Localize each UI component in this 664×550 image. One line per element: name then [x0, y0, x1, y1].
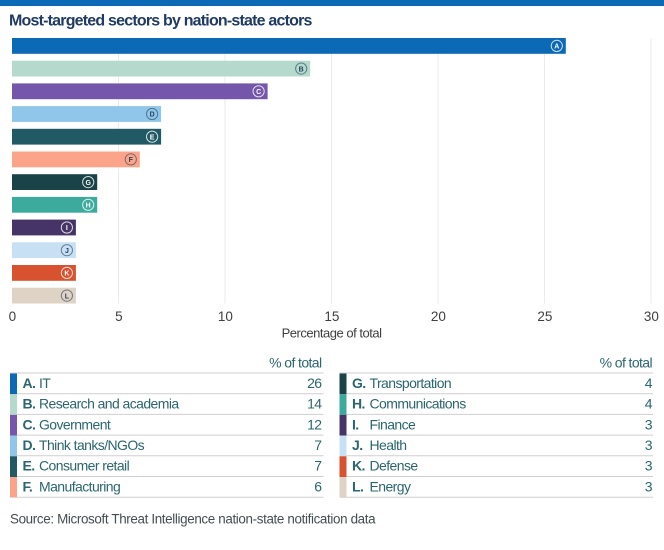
svg-text:4: 4	[645, 375, 653, 391]
svg-text:C.: C.	[23, 416, 36, 432]
svg-text:Percentage of total: Percentage of total	[282, 325, 383, 340]
svg-text:K: K	[64, 271, 69, 278]
svg-text:26: 26	[307, 375, 322, 391]
svg-text:4: 4	[645, 396, 653, 412]
svg-text:A: A	[554, 44, 559, 51]
svg-text:Most-targeted sectors by natio: Most-targeted sectors by nation-state ac…	[9, 13, 313, 30]
svg-text:L.: L.	[352, 478, 363, 494]
svg-text:Communications: Communications	[370, 396, 467, 412]
svg-text:Consumer retail: Consumer retail	[39, 458, 130, 474]
svg-text:J.: J.	[352, 437, 363, 453]
svg-text:% of total: % of total	[269, 355, 322, 371]
svg-text:3: 3	[645, 416, 653, 432]
svg-text:I: I	[66, 225, 68, 232]
svg-text:Think tanks/NGOs: Think tanks/NGOs	[39, 437, 145, 453]
svg-text:E.: E.	[23, 458, 35, 474]
svg-text:B: B	[299, 66, 304, 73]
svg-text:3: 3	[645, 458, 653, 474]
svg-text:L: L	[65, 293, 70, 300]
svg-text:G: G	[85, 180, 91, 187]
svg-text:C: C	[256, 89, 261, 96]
svg-text:% of total: % of total	[600, 355, 653, 371]
svg-text:Government: Government	[39, 416, 111, 432]
svg-text:20: 20	[431, 309, 446, 324]
svg-text:7: 7	[314, 458, 322, 474]
svg-text:3: 3	[645, 437, 653, 453]
svg-text:Finance: Finance	[370, 416, 417, 432]
svg-text:G.: G.	[352, 375, 366, 391]
svg-text:14: 14	[307, 396, 322, 412]
svg-text:Health: Health	[370, 437, 407, 453]
svg-text:F: F	[129, 157, 134, 164]
svg-text:B.: B.	[23, 396, 36, 412]
svg-text:Manufacturing: Manufacturing	[39, 478, 120, 494]
svg-text:D: D	[150, 112, 155, 119]
svg-text:K.: K.	[352, 458, 365, 474]
svg-text:12: 12	[307, 416, 322, 432]
svg-text:H.: H.	[352, 396, 365, 412]
svg-text:J: J	[65, 248, 69, 255]
svg-text:D.: D.	[23, 437, 36, 453]
svg-text:Defense: Defense	[370, 458, 419, 474]
svg-text:Transportation: Transportation	[370, 375, 452, 391]
svg-text:25: 25	[537, 309, 552, 324]
svg-text:IT: IT	[39, 375, 51, 391]
svg-text:Source: Microsoft Threat Intel: Source: Microsoft Threat Intelligence na…	[10, 512, 376, 527]
svg-text:Energy: Energy	[370, 478, 411, 494]
svg-text:0: 0	[9, 309, 17, 324]
svg-text:15: 15	[324, 309, 339, 324]
svg-text:10: 10	[218, 309, 233, 324]
svg-text:Research and academia: Research and academia	[39, 396, 179, 412]
svg-text:30: 30	[644, 309, 659, 324]
svg-text:A.: A.	[23, 375, 36, 391]
svg-text:F.: F.	[23, 478, 33, 494]
svg-text:6: 6	[314, 478, 322, 494]
svg-text:I.: I.	[352, 416, 359, 432]
svg-text:H: H	[86, 203, 91, 210]
svg-text:3: 3	[645, 478, 653, 494]
svg-text:7: 7	[314, 437, 322, 453]
svg-text:5: 5	[115, 309, 123, 324]
svg-text:E: E	[150, 134, 155, 141]
